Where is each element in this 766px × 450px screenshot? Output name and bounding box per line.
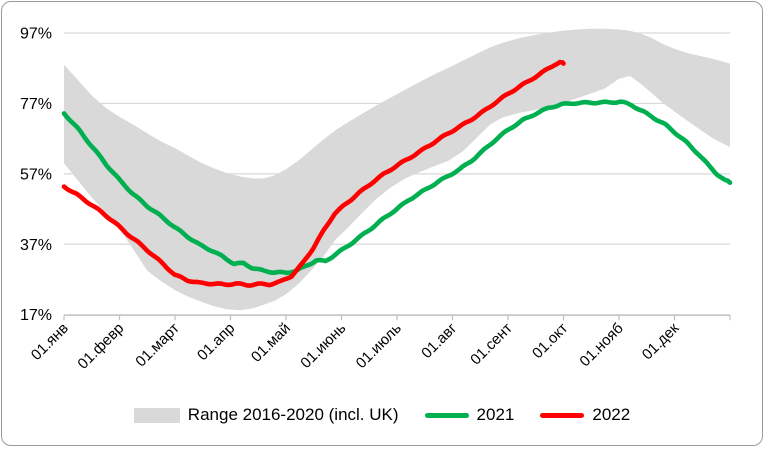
legend-2021-label: 2021 xyxy=(476,405,515,424)
x-tick-label: 01.февр xyxy=(74,320,127,373)
x-tick-label: 01.сент xyxy=(467,320,516,369)
x-tick-label: 01.июль xyxy=(353,320,405,372)
x-tick-label: 01.май xyxy=(248,320,294,366)
legend-item-2021: 2021 xyxy=(424,405,515,425)
x-tick-label: 01.янв xyxy=(28,320,72,364)
y-tick-label: 77% xyxy=(20,96,52,113)
legend-item-range: Range 2016-2020 (incl. UK) xyxy=(133,405,399,425)
legend-2022-swatch xyxy=(540,412,585,418)
y-tick-label: 37% xyxy=(20,237,52,254)
series-line-2021 xyxy=(61,99,733,276)
y-tick-label: 57% xyxy=(20,166,52,183)
x-tick-label: 01.июнь xyxy=(297,320,349,372)
legend-item-2022: 2022 xyxy=(540,405,630,425)
legend-range-swatch xyxy=(133,407,180,423)
chart-canvas: 97% 77% 57% 37% 17%01.янв 01.февр 01.март 01.ап… xyxy=(20,26,733,373)
x-tick-label: 01.март xyxy=(132,320,183,371)
y-tick-label: 17% xyxy=(20,307,52,324)
series-line-2022 xyxy=(61,59,566,288)
x-tick-label: 01.авг xyxy=(418,319,461,362)
chart-legend: Range 2016-2020 (incl. UK) 2021 2022 xyxy=(2,405,762,425)
x-tick-label: 01.апр xyxy=(194,320,238,364)
legend-2021-swatch xyxy=(424,412,469,418)
legend-2022-label: 2022 xyxy=(592,405,631,424)
x-tick-label: 01.дек xyxy=(639,320,683,364)
x-tick-label: 01.окт xyxy=(529,320,571,362)
y-tick-label: 97% xyxy=(20,26,52,43)
x-tick-label: 01.нояб xyxy=(576,320,626,370)
range-band xyxy=(64,28,730,311)
legend-range-label: Range 2016-2020 (incl. UK) xyxy=(187,405,399,424)
